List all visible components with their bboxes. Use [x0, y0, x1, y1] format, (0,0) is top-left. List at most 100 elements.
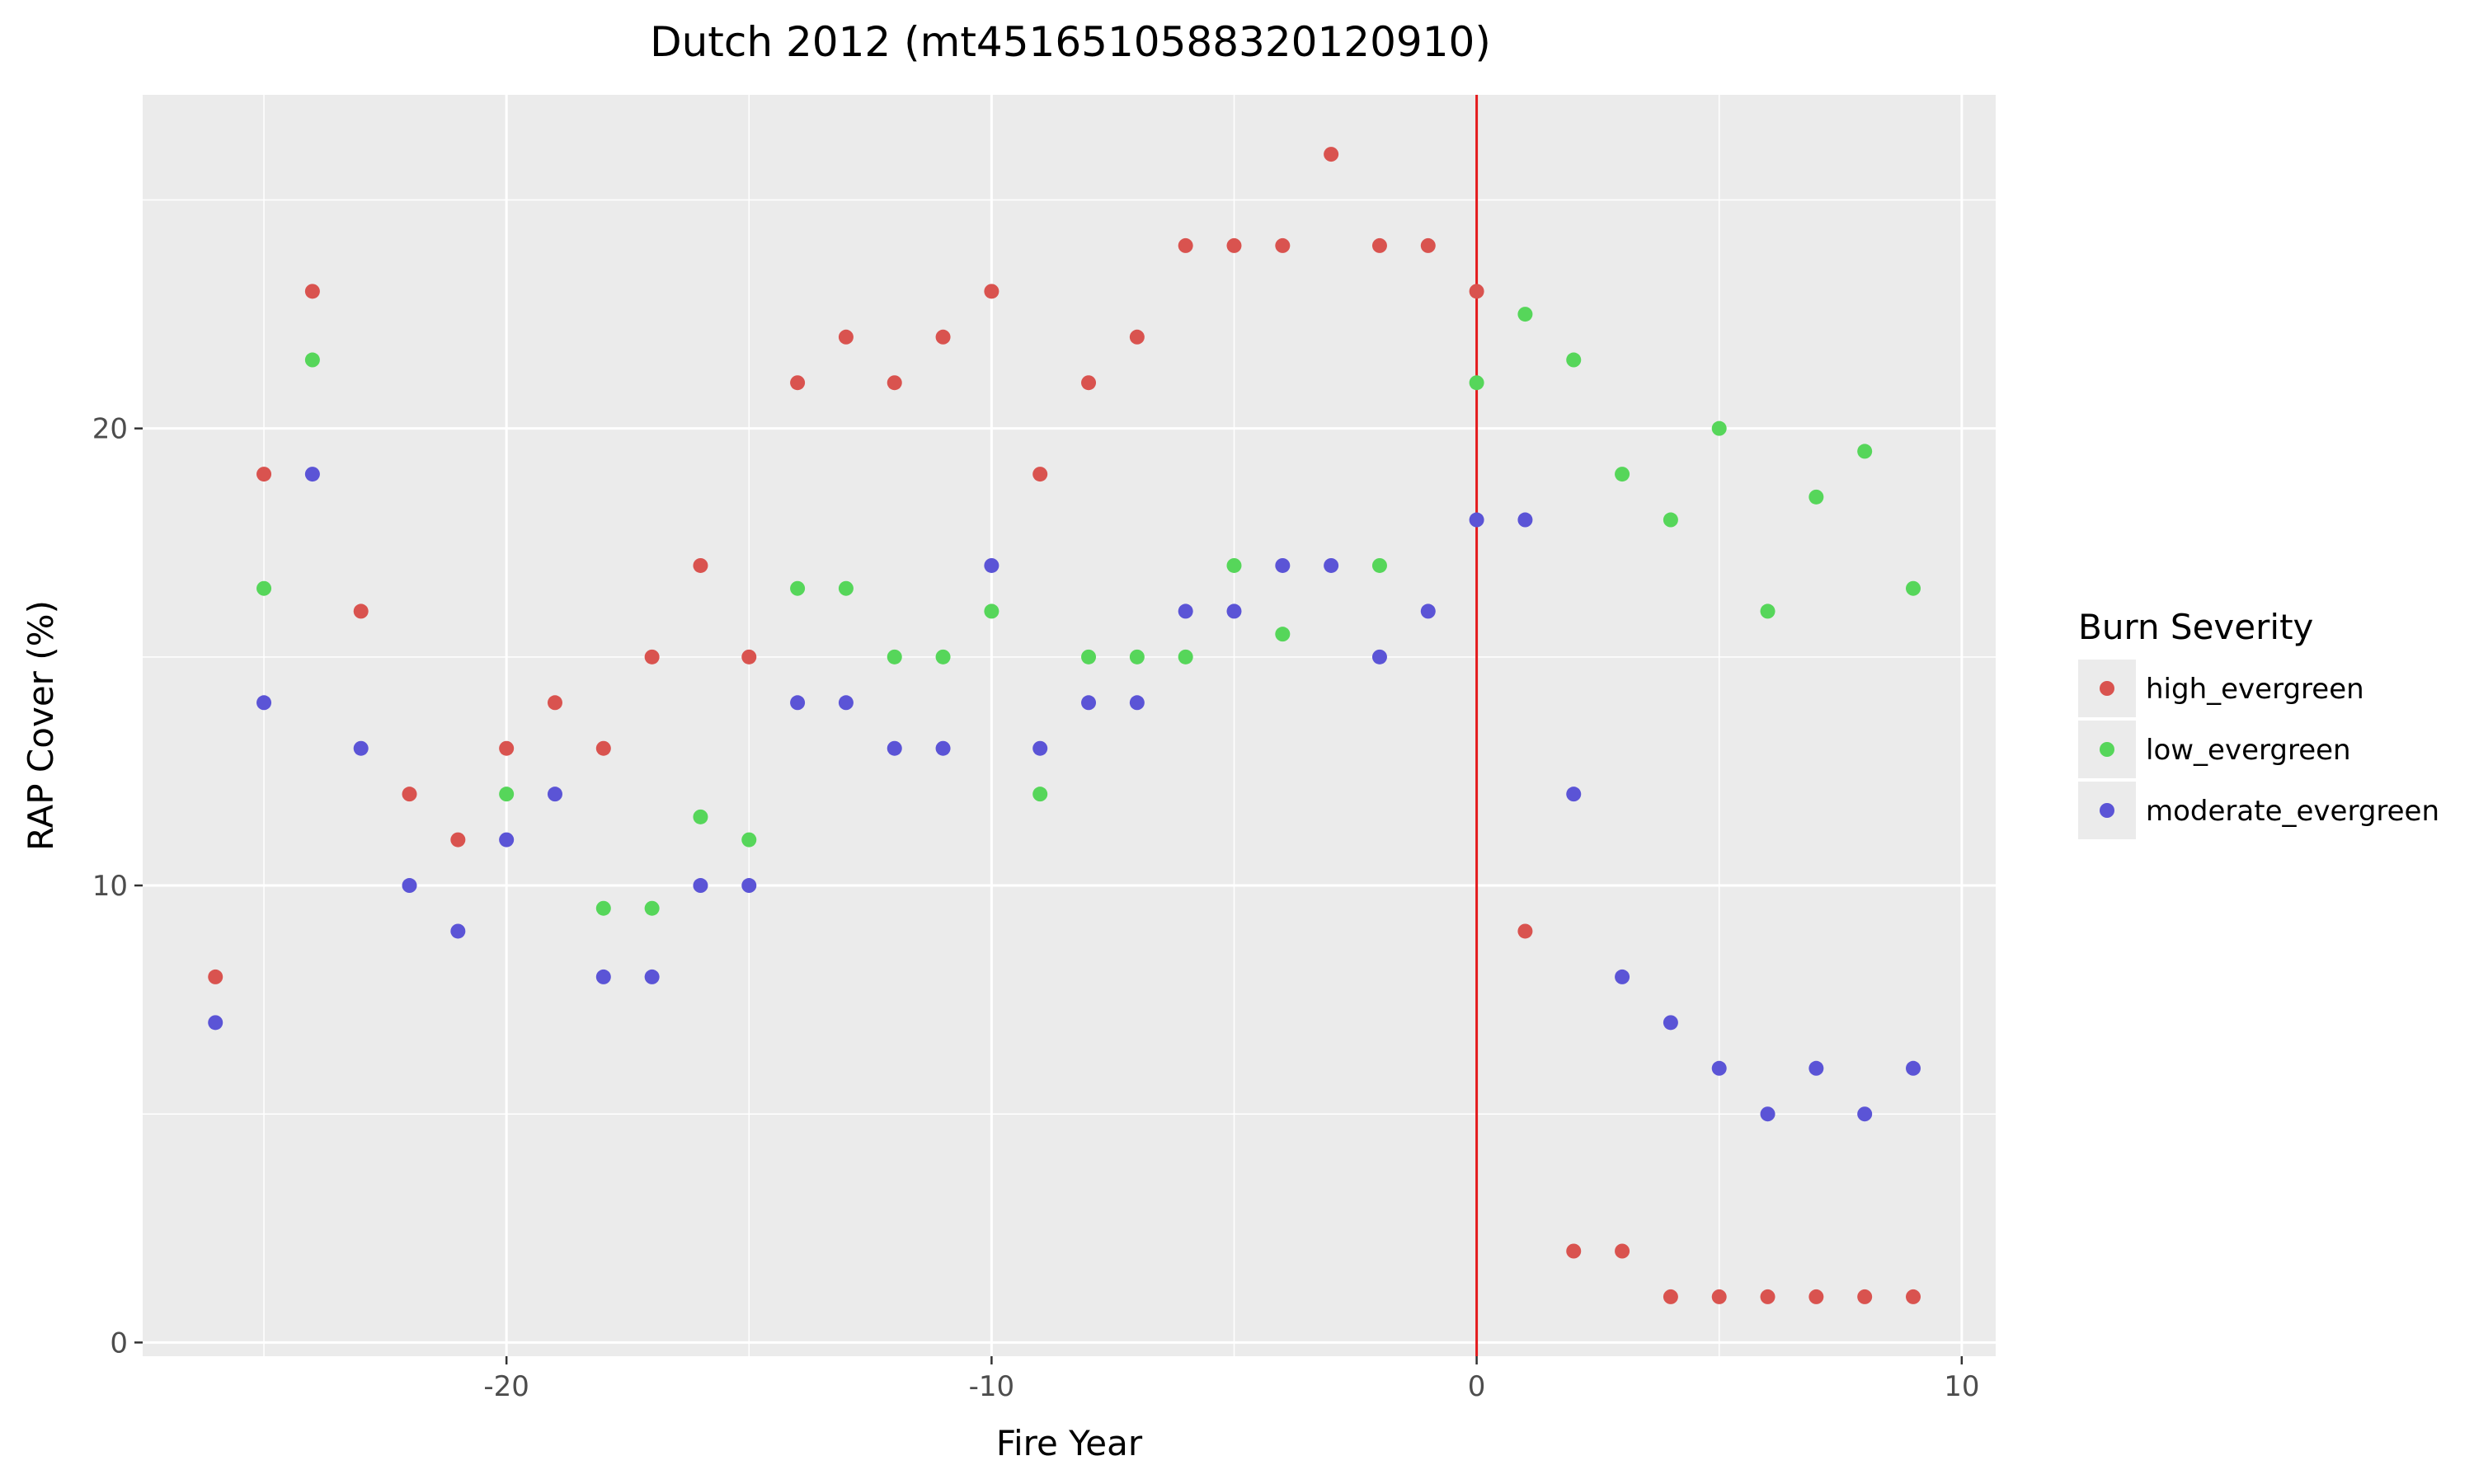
data-point: [838, 580, 854, 596]
data-point: [693, 809, 708, 824]
data-point: [1420, 237, 1436, 253]
data-point: [984, 557, 999, 573]
data-point: [1275, 557, 1291, 573]
series-low_evergreen: [256, 307, 1921, 916]
series-high_evergreen: [208, 147, 1921, 1304]
data-point: [1615, 969, 1630, 984]
data-point: [304, 352, 320, 368]
data-point: [1371, 649, 1387, 665]
data-point: [499, 832, 515, 848]
data-point: [935, 649, 951, 665]
data-point: [1081, 649, 1097, 665]
x-tick-label: -20: [483, 1370, 529, 1403]
data-point: [1226, 557, 1242, 573]
data-point: [644, 649, 660, 665]
legend-marker: [2100, 681, 2114, 696]
data-point: [353, 740, 369, 756]
data-point: [1032, 467, 1048, 482]
data-point: [644, 900, 660, 916]
data-point: [1081, 375, 1097, 391]
data-point: [984, 284, 999, 299]
data-point: [208, 969, 223, 984]
data-point: [1129, 329, 1145, 345]
legend-item-moderate_evergreen: moderate_evergreen: [2078, 782, 2439, 839]
data-point: [595, 900, 611, 916]
data-point: [1566, 352, 1582, 368]
data-point: [1371, 557, 1387, 573]
data-point: [402, 787, 417, 802]
data-point: [838, 329, 854, 345]
data-point: [1906, 1060, 1921, 1076]
x-tick-label: -10: [969, 1370, 1015, 1403]
data-point: [1663, 1289, 1678, 1304]
data-point: [256, 580, 272, 596]
data-point: [1663, 1015, 1678, 1031]
chart-title: Dutch 2012 (mt4516510588320120910): [650, 18, 1491, 66]
y-tick-label: 0: [110, 1327, 128, 1360]
data-point: [1275, 237, 1291, 253]
data-point: [1808, 489, 1824, 505]
legend: Burn Severity high_evergreen low_evergree…: [2078, 607, 2439, 839]
data-point: [208, 1015, 223, 1031]
data-point: [1032, 787, 1048, 802]
data-point: [935, 740, 951, 756]
data-point: [790, 580, 806, 596]
data-point: [256, 467, 272, 482]
data-point: [1711, 420, 1727, 436]
legend-label: moderate_evergreen: [2146, 795, 2439, 828]
data-point: [1615, 467, 1630, 482]
data-point: [1324, 557, 1339, 573]
data-point: [984, 603, 999, 619]
data-point: [256, 695, 272, 711]
legend-label: low_evergreen: [2146, 734, 2351, 767]
data-point: [1615, 1243, 1630, 1259]
data-point: [1226, 237, 1242, 253]
data-point: [1129, 695, 1145, 711]
data-point: [595, 740, 611, 756]
data-point: [1371, 237, 1387, 253]
data-point: [935, 329, 951, 345]
data-point: [1178, 649, 1193, 665]
legend-label: high_evergreen: [2146, 673, 2364, 706]
x-axis: -20 -10 0 10: [483, 1356, 1979, 1403]
data-point: [547, 695, 562, 711]
data-point: [499, 787, 515, 802]
data-point: [1324, 147, 1339, 162]
data-point: [1857, 444, 1873, 459]
data-point: [887, 740, 902, 756]
data-point: [304, 284, 320, 299]
data-point: [1760, 603, 1776, 619]
data-point: [741, 649, 757, 665]
data-point: [304, 467, 320, 482]
data-point: [693, 878, 708, 894]
data-point: [1906, 580, 1921, 596]
data-point: [1420, 603, 1436, 619]
data-point: [353, 603, 369, 619]
data-point: [887, 649, 902, 665]
y-axis-title: RAP Cover (%): [21, 600, 61, 851]
data-point: [1469, 512, 1484, 528]
data-point: [1906, 1289, 1921, 1304]
data-point: [1178, 237, 1193, 253]
legend-title: Burn Severity: [2078, 607, 2313, 647]
data-point: [1566, 787, 1582, 802]
data-point: [1808, 1060, 1824, 1076]
data-point: [1081, 695, 1097, 711]
legend-marker: [2100, 742, 2114, 757]
data-point: [1808, 1289, 1824, 1304]
y-tick-label: 10: [92, 870, 128, 903]
data-point: [1760, 1289, 1776, 1304]
data-point: [693, 557, 708, 573]
data-point: [1178, 603, 1193, 619]
data-point: [1469, 284, 1484, 299]
y-axis: 0 10 20: [92, 413, 143, 1360]
data-point: [547, 787, 562, 802]
data-point: [838, 695, 854, 711]
x-tick-label: 10: [1944, 1370, 1979, 1403]
data-point: [1129, 649, 1145, 665]
data-point: [741, 832, 757, 848]
data-point: [790, 375, 806, 391]
data-point: [450, 923, 466, 939]
x-axis-title: Fire Year: [996, 1423, 1143, 1463]
y-tick-label: 20: [92, 413, 128, 446]
